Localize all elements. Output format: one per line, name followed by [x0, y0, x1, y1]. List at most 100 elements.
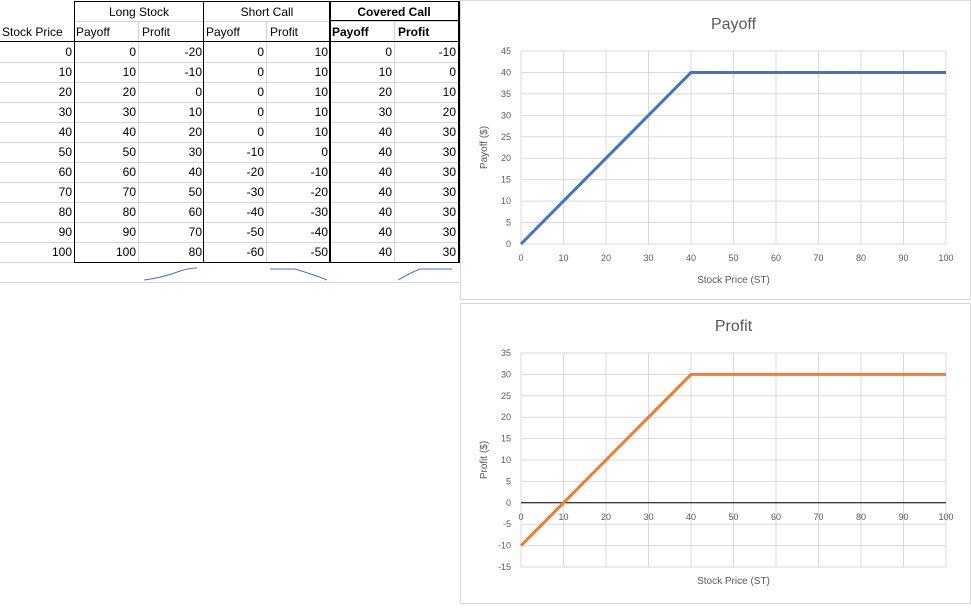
table-cell[interactable]: 40: [378, 205, 392, 219]
table-cell[interactable]: 0: [129, 45, 136, 59]
table-cell[interactable]: 40: [58, 125, 72, 139]
header-long-stock[interactable]: Long Stock: [108, 5, 170, 19]
table-cell[interactable]: 30: [442, 165, 456, 179]
table-cell[interactable]: 90: [58, 225, 72, 239]
table-cell[interactable]: 30: [442, 185, 456, 199]
table-cell[interactable]: 60: [188, 205, 202, 219]
col-header-short-payoff[interactable]: Payoff: [206, 25, 240, 39]
table-cell[interactable]: -40: [310, 225, 328, 239]
table-cell[interactable]: 40: [378, 225, 392, 239]
data-point: [562, 200, 565, 203]
table-cell[interactable]: 40: [122, 125, 136, 139]
table-cell[interactable]: 0: [385, 45, 392, 59]
table-cell[interactable]: 30: [122, 105, 136, 119]
table-cell[interactable]: 10: [378, 65, 392, 79]
y-tick-label: 25: [501, 132, 511, 142]
col-header-stock-price[interactable]: Stock Price: [2, 25, 63, 39]
table-cell[interactable]: -50: [246, 225, 264, 239]
table-cell[interactable]: 10: [442, 85, 456, 99]
table-cell[interactable]: 50: [58, 145, 72, 159]
data-point: [647, 416, 650, 419]
table-cell[interactable]: -30: [246, 185, 264, 199]
table-cell[interactable]: 50: [188, 185, 202, 199]
table-cell[interactable]: 20: [188, 125, 202, 139]
table-cell[interactable]: 90: [122, 225, 136, 239]
table-cell[interactable]: 80: [58, 205, 72, 219]
header-short-call[interactable]: Short Call: [240, 5, 294, 19]
profit-chart-panel[interactable]: Profit -15 -10 -5 0 5 10 15 20 25 30 35 0 10 20 30 40 50 6…: [460, 303, 971, 604]
table-cell[interactable]: 10: [314, 45, 328, 59]
table-cell[interactable]: 30: [378, 105, 392, 119]
table-cell[interactable]: 0: [65, 45, 72, 59]
table-cell[interactable]: -20: [246, 165, 264, 179]
table-cell[interactable]: 0: [257, 85, 264, 99]
table-cell[interactable]: 40: [378, 125, 392, 139]
table-cell[interactable]: -20: [310, 185, 328, 199]
table-cell[interactable]: 70: [58, 185, 72, 199]
table-cell[interactable]: -10: [246, 145, 264, 159]
table-cell[interactable]: 0: [257, 45, 264, 59]
table-cell[interactable]: 10: [314, 125, 328, 139]
table-cell[interactable]: -50: [310, 245, 328, 259]
table-cell[interactable]: 0: [449, 65, 456, 79]
table-cell[interactable]: 20: [122, 85, 136, 99]
table-cell[interactable]: 40: [378, 145, 392, 159]
table-cell[interactable]: 50: [122, 145, 136, 159]
table-cell[interactable]: -10: [438, 45, 456, 59]
table-cell[interactable]: 30: [442, 205, 456, 219]
table-cell[interactable]: -10: [310, 165, 328, 179]
col-header-long-profit[interactable]: Profit: [142, 25, 171, 39]
table-cell[interactable]: 30: [442, 145, 456, 159]
table-cell[interactable]: 70: [188, 225, 202, 239]
table-cell[interactable]: 10: [58, 65, 72, 79]
col-header-covered-payoff[interactable]: Payoff: [332, 25, 369, 39]
col-header-long-payoff[interactable]: Payoff: [76, 25, 110, 39]
table-cell[interactable]: 30: [58, 105, 72, 119]
table-cell[interactable]: -10: [184, 65, 202, 79]
table-cell[interactable]: 10: [122, 65, 136, 79]
table-cell[interactable]: 30: [188, 145, 202, 159]
table-cell[interactable]: 60: [122, 165, 136, 179]
table-cell[interactable]: 30: [442, 245, 456, 259]
table-cell[interactable]: 40: [378, 185, 392, 199]
table-cell[interactable]: 20: [58, 85, 72, 99]
row-gridline: [0, 102, 460, 103]
table-cell[interactable]: 30: [442, 225, 456, 239]
table-cell[interactable]: 10: [314, 85, 328, 99]
table-cell[interactable]: -20: [184, 45, 202, 59]
table-cell[interactable]: 0: [321, 145, 328, 159]
table-cell[interactable]: 20: [442, 105, 456, 119]
table-cell[interactable]: 100: [115, 245, 136, 259]
table-cell[interactable]: 100: [51, 245, 72, 259]
table-cell[interactable]: 60: [58, 165, 72, 179]
table-cell[interactable]: 40: [188, 165, 202, 179]
header-covered-call[interactable]: Covered Call: [357, 5, 431, 19]
table-cell[interactable]: 80: [188, 245, 202, 259]
series-line: [519, 372, 946, 547]
table-cell[interactable]: 30: [442, 125, 456, 139]
table-cell[interactable]: 0: [195, 85, 202, 99]
table-cell[interactable]: 10: [314, 65, 328, 79]
table-cell[interactable]: 40: [378, 165, 392, 179]
x-tick-label: 0: [518, 253, 523, 263]
table-cell[interactable]: 0: [257, 125, 264, 139]
table-cell[interactable]: 0: [257, 65, 264, 79]
table-cell[interactable]: -30: [310, 205, 328, 219]
table-cell[interactable]: 10: [314, 105, 328, 119]
payoff-chart[interactable]: Payoff 0 5 10 15 20 25 30 35 40 45 0 10 20 30 40 50 60 70 8…: [461, 1, 970, 299]
payoff-chart-panel[interactable]: Payoff 0 5 10 15 20 25 30 35 40 45 0 10 20 30 40 50 60 70 8…: [460, 0, 971, 300]
profit-chart[interactable]: Profit -15 -10 -5 0 5 10 15 20 25 30 35 0 10 20 30 40 50 6…: [461, 304, 970, 603]
col-header-short-profit[interactable]: Profit: [270, 25, 299, 39]
x-tick-label: 10: [558, 253, 568, 263]
col-header-covered-profit[interactable]: Profit: [398, 25, 430, 39]
table-cell[interactable]: -40: [246, 205, 264, 219]
table-cell[interactable]: 10: [188, 105, 202, 119]
table-cell[interactable]: 70: [122, 185, 136, 199]
table-cell[interactable]: 80: [122, 205, 136, 219]
table-cell[interactable]: 0: [257, 105, 264, 119]
table-cell[interactable]: -60: [246, 245, 264, 259]
table-cell[interactable]: 40: [378, 245, 392, 259]
table-cell[interactable]: 20: [378, 85, 392, 99]
border-v-1: [74, 1, 75, 263]
